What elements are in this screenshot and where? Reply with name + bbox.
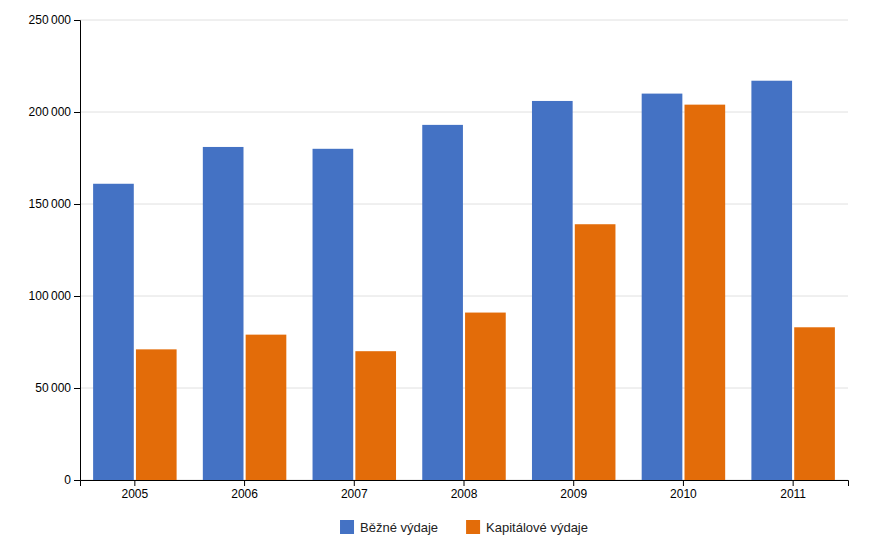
bar — [93, 184, 134, 480]
legend-swatch — [466, 520, 480, 534]
x-tick: 2007 — [341, 480, 368, 501]
x-tick-label: 2011 — [780, 487, 806, 501]
x-tick: 2009 — [560, 480, 587, 501]
bar — [575, 224, 616, 480]
x-tick: 2005 — [122, 480, 149, 501]
x-tick: 2011 — [780, 480, 806, 501]
bar — [246, 335, 287, 480]
bar-series — [136, 105, 835, 480]
x-tick-label: 2007 — [341, 487, 368, 501]
bar — [136, 349, 177, 480]
x-tick-mark — [134, 480, 135, 486]
legend: Běžné výdaje Kapitálové výdaje — [340, 520, 588, 535]
bar — [684, 105, 725, 480]
chart: 2005 2006 2007 2008 2009 2010 2011 0 50 000 100 0… — [0, 0, 872, 560]
bar-series — [93, 81, 792, 480]
y-tick: 250 000 — [29, 13, 80, 27]
y-tick-mark — [74, 296, 80, 297]
bars — [93, 81, 835, 480]
legend-label: Kapitálové výdaje — [486, 520, 588, 535]
x-tick-label: 2005 — [122, 487, 149, 501]
bar — [313, 149, 354, 480]
y-tick-mark — [74, 388, 80, 389]
x-tick: 2008 — [451, 480, 478, 501]
bar — [465, 313, 506, 480]
x-tick: 2006 — [231, 480, 258, 501]
x-tick-label: 2009 — [560, 487, 587, 501]
y-tick-mark — [74, 204, 80, 205]
bar — [642, 94, 683, 480]
x-tick-mark — [354, 480, 355, 486]
y-axis-line — [74, 21, 81, 481]
y-tick-label: 50 000 — [35, 381, 71, 395]
y-tick-mark — [74, 480, 80, 481]
x-axis: 2005 2006 2007 2008 2009 2010 2011 — [81, 480, 849, 501]
y-tick: 50 000 — [35, 381, 80, 395]
legend-label: Běžné výdaje — [360, 520, 438, 535]
x-tick-label: 2008 — [451, 487, 478, 501]
x-tick-mark — [244, 480, 245, 486]
y-tick-label: 100 000 — [29, 289, 72, 303]
y-axis: 0 50 000 100 000 150 000 200 000 250 000 — [29, 13, 81, 487]
y-tick: 150 000 — [29, 197, 80, 211]
x-tick-mark — [793, 480, 794, 486]
grid-line — [80, 112, 848, 113]
x-tick-mark — [464, 480, 465, 486]
grid-line — [80, 388, 848, 389]
bar — [751, 81, 792, 480]
bar — [355, 351, 396, 480]
grid-line — [80, 204, 848, 205]
y-tick: 100 000 — [29, 289, 80, 303]
legend-swatch — [340, 520, 354, 534]
bar — [422, 125, 463, 480]
grid-line — [80, 296, 848, 297]
y-tick: 0 — [64, 473, 80, 487]
y-tick-label: 0 — [64, 473, 71, 487]
bar — [532, 101, 573, 480]
legend-item: Kapitálové výdaje — [466, 520, 588, 535]
x-tick-label: 2010 — [670, 487, 697, 501]
y-tick-label: 250 000 — [29, 13, 72, 27]
plot: 2005 2006 2007 2008 2009 2010 2011 0 50 000 100 0… — [29, 13, 849, 500]
grid — [80, 20, 848, 480]
y-tick: 200 000 — [29, 105, 80, 119]
bar — [203, 147, 244, 480]
x-axis-line — [81, 481, 849, 487]
grid-line — [80, 20, 848, 21]
x-tick-label: 2006 — [231, 487, 258, 501]
y-tick-mark — [74, 112, 80, 113]
x-tick-mark — [573, 480, 574, 486]
bar — [794, 327, 835, 480]
y-tick-label: 200 000 — [29, 105, 72, 119]
y-tick-label: 150 000 — [29, 197, 72, 211]
y-tick-mark — [74, 20, 80, 21]
x-tick: 2010 — [670, 480, 697, 501]
legend-item: Běžné výdaje — [340, 520, 438, 535]
x-tick-mark — [683, 480, 684, 486]
